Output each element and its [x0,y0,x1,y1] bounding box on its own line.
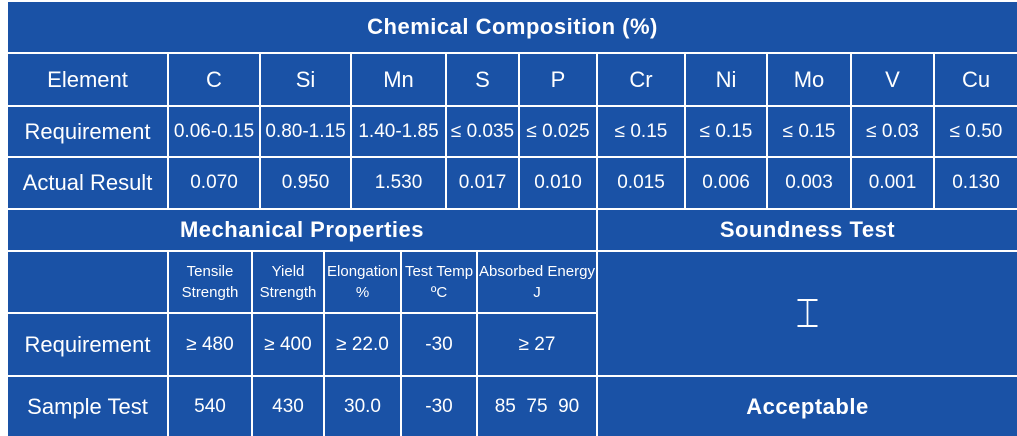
req-ni: ≤ 0.15 [684,105,766,156]
soundness-blank-cell: ⌶ [596,250,1017,375]
req-s: ≤ 0.035 [445,105,518,156]
inspection-table: Chemical Composition (%) Element Require… [6,0,1017,436]
sample-test-label: Sample Test [6,375,167,436]
actual-result-label: Actual Result [6,156,167,208]
actual-cr: 0.015 [596,156,684,208]
mechanical-properties-title: Mechanical Properties [6,208,596,250]
yield-requirement: ≥ 400 [251,312,323,375]
actual-cu: 0.130 [933,156,1017,208]
tensile-sample: 540 [167,375,251,436]
req-cr: ≤ 0.15 [596,105,684,156]
elongation-sample: 30.0 [323,375,400,436]
tensile-requirement: ≥ 480 [167,312,251,375]
element-si: Si [259,52,350,105]
mech-header-blank [6,250,167,312]
req-p: ≤ 0.025 [518,105,596,156]
actual-p: 0.010 [518,156,596,208]
test-temp-requirement: -30 [400,312,476,375]
actual-v: 0.001 [850,156,933,208]
elongation-header: Elongation% [323,250,400,312]
absorbed-energy-sample: 85 75 90 [476,375,596,436]
element-v: V [850,52,933,105]
chemical-composition-title: Chemical Composition (%) [6,0,1017,52]
actual-c: 0.070 [167,156,259,208]
yield-strength-header: Yield Strength [251,250,323,312]
chem-requirement-label: Requirement [6,105,167,156]
actual-si: 0.950 [259,156,350,208]
element-mn: Mn [350,52,445,105]
element-cr: Cr [596,52,684,105]
tensile-strength-header: Tensile Strength [167,250,251,312]
req-cu: ≤ 0.50 [933,105,1017,156]
req-c: 0.06-0.15 [167,105,259,156]
element-cu: Cu [933,52,1017,105]
mech-requirement-label: Requirement [6,312,167,375]
element-mo: Mo [766,52,850,105]
req-mn: 1.40-1.85 [350,105,445,156]
text-cursor-icon: ⌶ [795,290,820,337]
element-ni: Ni [684,52,766,105]
actual-mn: 1.530 [350,156,445,208]
req-si: 0.80-1.15 [259,105,350,156]
absorbed-energy-header: Absorbed Energy J [476,250,596,312]
element-p: P [518,52,596,105]
actual-mo: 0.003 [766,156,850,208]
absorbed-energy-requirement: ≥ 27 [476,312,596,375]
element-label: Element [6,52,167,105]
yield-sample: 430 [251,375,323,436]
req-mo: ≤ 0.15 [766,105,850,156]
element-s: S [445,52,518,105]
soundness-result: Acceptable [596,375,1017,436]
elongation-requirement: ≥ 22.0 [323,312,400,375]
test-temp-header: Test Temp ºC [400,250,476,312]
actual-s: 0.017 [445,156,518,208]
req-v: ≤ 0.03 [850,105,933,156]
test-temp-sample: -30 [400,375,476,436]
soundness-test-title: Soundness Test [596,208,1017,250]
element-c: C [167,52,259,105]
actual-ni: 0.006 [684,156,766,208]
